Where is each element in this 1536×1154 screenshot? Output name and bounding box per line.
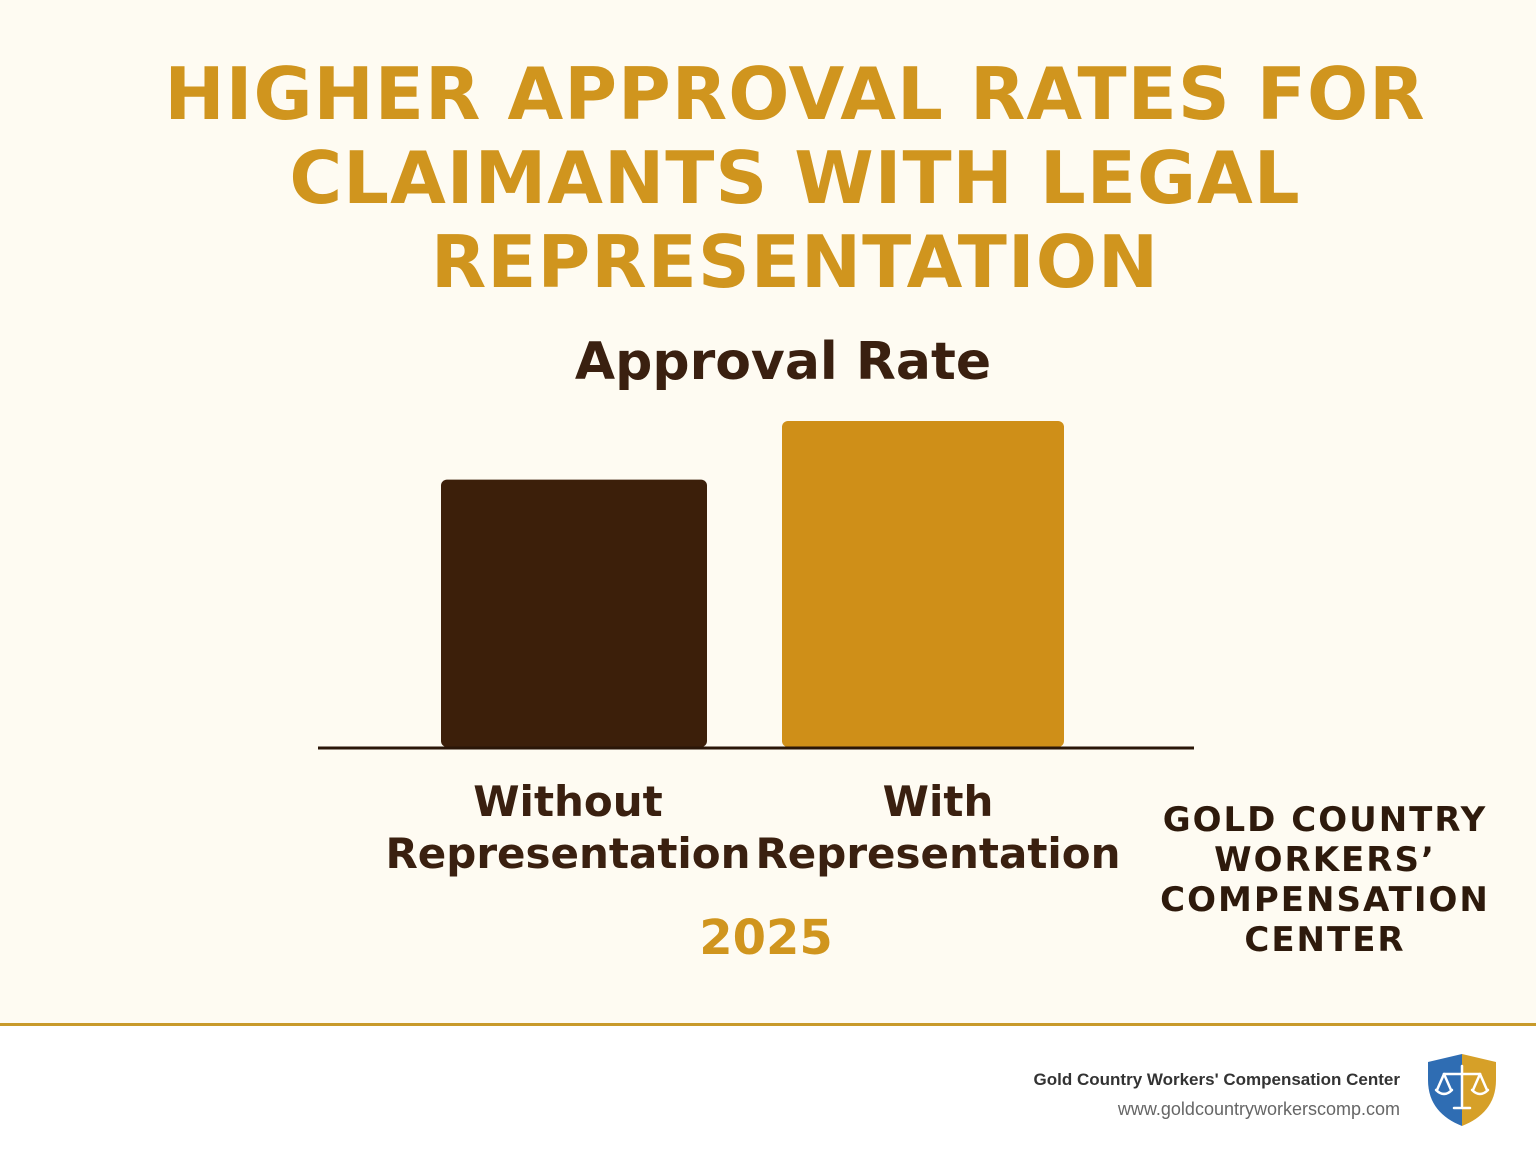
x-tick-label-without-representation: Without Representation xyxy=(368,776,768,880)
chart-title: Approval Rate xyxy=(574,332,992,392)
x-tick-label-line: Representation xyxy=(385,829,751,878)
title-line-2: CLAIMANTS WITH LEGAL xyxy=(289,136,1301,220)
infographic-canvas xyxy=(0,0,1536,1024)
bar-with-representation xyxy=(782,421,1064,747)
x-tick-label-line: Representation xyxy=(755,829,1121,878)
title-line-3: REPRESENTATION xyxy=(430,220,1160,304)
footer-website-link[interactable]: www.goldcountryworkerscomp.com xyxy=(1117,1099,1400,1119)
x-tick-label-line: Without xyxy=(473,777,663,826)
org-line: COMPENSATION xyxy=(1160,880,1490,920)
x-tick-label-with-representation: With Representation xyxy=(738,776,1138,880)
org-line: CENTER xyxy=(1244,920,1406,960)
footer-divider xyxy=(0,1023,1536,1026)
org-line: GOLD COUNTRY xyxy=(1162,800,1488,840)
shield-scales-icon xyxy=(1428,1054,1496,1126)
footer-bar xyxy=(0,1026,1536,1154)
title-line-1: HIGHER APPROVAL RATES FOR xyxy=(164,52,1426,136)
footer-org-name: Gold Country Workers' Compensation Cente… xyxy=(1033,1070,1400,1089)
bar-chart xyxy=(318,421,1194,750)
bar-without-representation xyxy=(441,479,707,747)
page-title: HIGHER APPROVAL RATES FOR CLAIMANTS WITH… xyxy=(0,52,1536,304)
organization-wordmark: GOLD COUNTRY WORKERS’ COMPENSATION CENTE… xyxy=(1150,800,1500,960)
org-line: WORKERS’ xyxy=(1214,840,1436,880)
x-axis-label-year: 2025 xyxy=(699,910,833,966)
x-tick-label-line: With xyxy=(882,777,994,826)
